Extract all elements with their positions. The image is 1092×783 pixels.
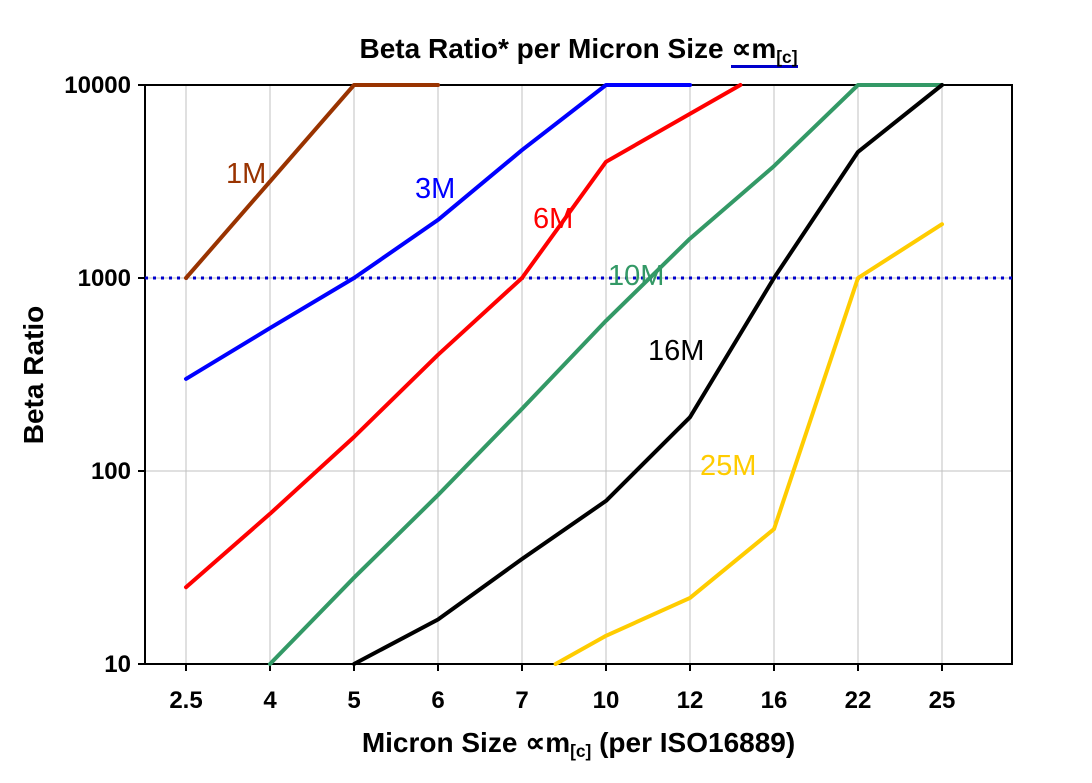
x-tick-label: 7 bbox=[515, 687, 528, 714]
x-axis-label-prefix: Micron Size bbox=[361, 727, 526, 758]
x-tick-label: 5 bbox=[347, 687, 360, 714]
y-tick-label: 100 bbox=[91, 458, 131, 485]
x-tick-label: 16 bbox=[761, 687, 788, 714]
chart-title-prefix: Beta Ratio* per Micron Size bbox=[359, 33, 732, 64]
x-tick-label: 22 bbox=[845, 687, 872, 714]
chart-title: Beta Ratio* per Micron Size ∝m[c] bbox=[145, 32, 1012, 68]
series-label-10M: 10M bbox=[608, 260, 664, 292]
x-tick-label: 10 bbox=[593, 687, 620, 714]
x-tick-label: 4 bbox=[263, 687, 277, 714]
y-tick-label: 10 bbox=[104, 651, 131, 678]
x-tick-label: 6 bbox=[431, 687, 444, 714]
series-line-25M bbox=[553, 222, 944, 666]
series-line-1M bbox=[184, 83, 440, 280]
plot-frame bbox=[144, 84, 1013, 665]
chart-title-symbol-group: ∝m[c] bbox=[731, 33, 798, 68]
series-line-10M bbox=[268, 83, 944, 666]
x-axis-label-suffix: (per ISO16889) bbox=[591, 727, 796, 758]
series-label-25M: 25M bbox=[700, 450, 756, 482]
series-label-3M: 3M bbox=[415, 173, 455, 205]
x-tick-label: 12 bbox=[677, 687, 704, 714]
series-line-16M bbox=[352, 83, 944, 666]
series-label-1M: 1M bbox=[226, 158, 266, 190]
x-axis-label-symbol: ∝m bbox=[525, 727, 571, 758]
x-tick-label: 25 bbox=[929, 687, 956, 714]
chart-title-symbol: ∝m bbox=[731, 33, 777, 64]
series-label-16M: 16M bbox=[648, 335, 704, 367]
chart-title-subscript: [c] bbox=[776, 47, 798, 68]
series-label-6M: 6M bbox=[533, 203, 573, 235]
series-line-6M bbox=[184, 83, 743, 590]
series-line-3M bbox=[184, 83, 692, 381]
x-axis-label-subscript: [c] bbox=[570, 741, 592, 762]
x-axis-label: Micron Size ∝m[c] (per ISO16889) bbox=[145, 726, 1012, 762]
y-tick-label: 1000 bbox=[78, 265, 131, 292]
x-tick-label: 2.5 bbox=[169, 687, 202, 714]
y-tick-label: 10000 bbox=[64, 72, 131, 99]
